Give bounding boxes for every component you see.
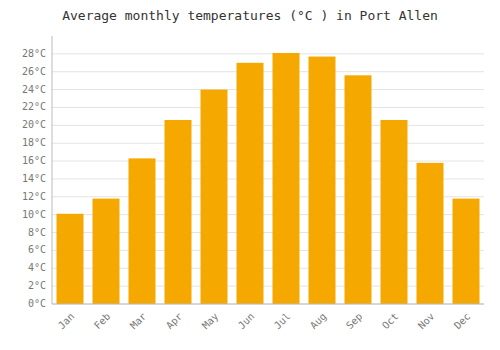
x-tick-label: Nov (416, 311, 437, 332)
bar (345, 75, 372, 304)
bar (129, 158, 156, 304)
x-tick-label: Dec (452, 311, 473, 332)
grid-line (52, 89, 484, 90)
bar (417, 163, 444, 304)
bar (93, 199, 120, 304)
bar (57, 214, 84, 304)
grid-line (52, 161, 484, 162)
x-tick-label: Jan (56, 311, 77, 332)
x-tick-label: Apr (164, 311, 185, 332)
x-tick-label: Feb (92, 311, 113, 332)
y-grid (52, 54, 484, 304)
bar (309, 57, 336, 304)
x-tick-label: Mar (128, 311, 149, 332)
grid-line (52, 304, 484, 305)
y-tick-label: 12°C (22, 191, 46, 202)
x-tick-label: Aug (308, 311, 329, 332)
bar (237, 63, 264, 304)
y-tick-label: 26°C (22, 66, 46, 77)
x-tick-label: Jun (236, 311, 257, 332)
bar (381, 120, 408, 304)
grid-line (52, 107, 484, 108)
y-tick-label: 20°C (22, 119, 46, 130)
y-tick-label: 0°C (28, 298, 46, 309)
bar (453, 199, 480, 304)
grid-line (52, 125, 484, 126)
x-tick-label: May (200, 311, 221, 332)
title: Average monthly temperatures (°C ) in Po… (62, 8, 438, 23)
y-tick-label: 16°C (22, 155, 46, 166)
y-tick-label: 4°C (28, 262, 46, 273)
y-tick-label: 10°C (22, 209, 46, 220)
grid-line (52, 53, 484, 54)
y-tick-label: 28°C (22, 48, 46, 59)
grid-line (52, 71, 484, 72)
chart: 0°C 2°C 4°C 6°C 8°C 10°C 12°C 14°C 16°C 18°C 20°C 2… (0, 0, 500, 350)
y-tick-label: 14°C (22, 173, 46, 184)
y-tick-label: 18°C (22, 137, 46, 148)
x-axis-line (52, 304, 484, 305)
y-tick-label: 22°C (22, 101, 46, 112)
bar (273, 53, 300, 304)
x-tick-label: Jul (272, 311, 293, 332)
y-tick-labels: 0°C 2°C 4°C 6°C 8°C 10°C 12°C 14°C 16°C 18°C 20°C 2… (22, 48, 46, 309)
y-tick-label: 6°C (28, 244, 46, 255)
chart-container: 0°C 2°C 4°C 6°C 8°C 10°C 12°C 14°C 16°C 18°C 20°C 2… (0, 0, 500, 350)
x-tick-label: Oct (380, 311, 401, 332)
bar (165, 120, 192, 304)
y-tick-label: 24°C (22, 84, 46, 95)
y-axis-line (52, 36, 53, 304)
bars (57, 53, 480, 304)
x-tick-labels: Jan Feb Mar Apr May Jun Jul Aug Sep Oct Nov Dec (56, 311, 473, 332)
y-tick-label: 8°C (28, 227, 46, 238)
y-tick-label: 2°C (28, 280, 46, 291)
bar (201, 90, 228, 304)
x-tick-label: Sep (344, 311, 365, 332)
grid-line (52, 143, 484, 144)
